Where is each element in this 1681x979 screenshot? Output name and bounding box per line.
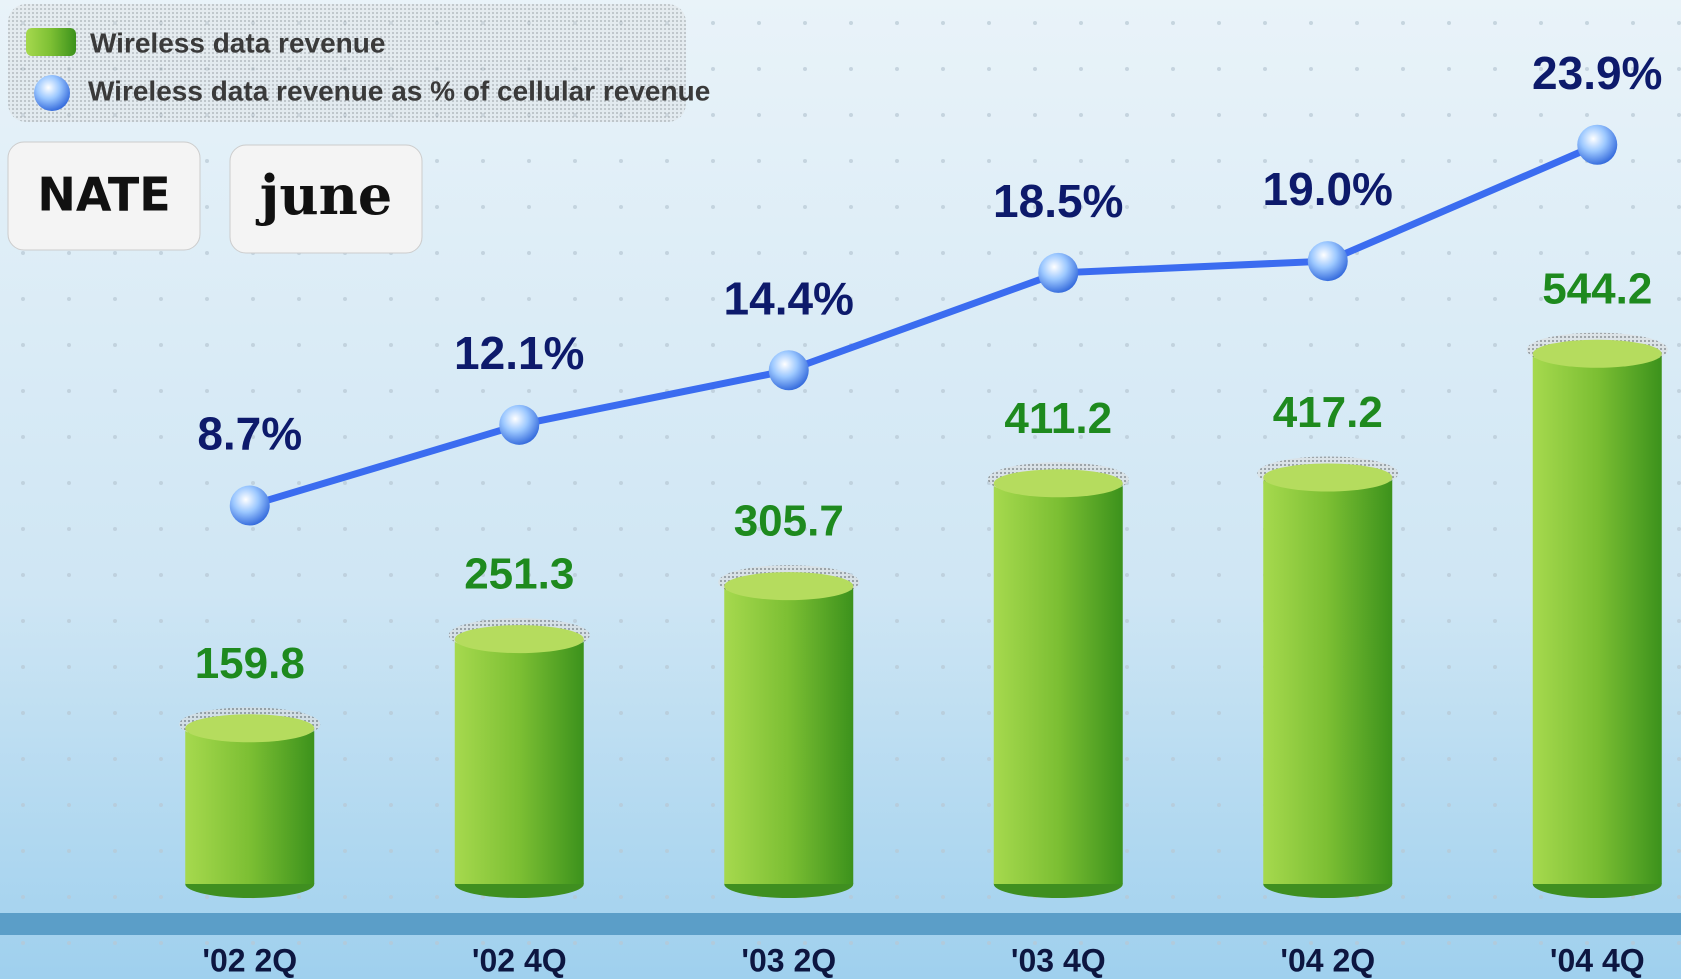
x-tick-label: '03 2Q <box>741 942 836 978</box>
line <box>248 141 1599 509</box>
legend-line-icon <box>34 75 70 111</box>
data-label: 18.5% <box>993 175 1123 227</box>
data-label: 14.4% <box>724 272 854 324</box>
logo: NATE <box>37 168 170 222</box>
bar <box>993 483 1123 884</box>
data-label: 8.7% <box>197 408 302 460</box>
data-label: 417.2 <box>1273 388 1383 437</box>
x-tick-label: '04 4Q <box>1550 942 1645 978</box>
logo-box <box>7 141 201 251</box>
data-label: 305.7 <box>734 497 844 546</box>
data-label: 12.1% <box>454 327 584 379</box>
line-point <box>1577 124 1618 165</box>
bar-top <box>1532 339 1662 368</box>
bar-top <box>724 572 854 601</box>
legend-label: Wireless data revenue <box>90 27 385 58</box>
x-tick-label: '02 4Q <box>472 942 567 978</box>
legend-bar-icon <box>26 28 76 56</box>
x-tick-label: '02 2Q <box>202 942 297 978</box>
line-point <box>229 485 270 526</box>
bar <box>1532 353 1662 884</box>
bar <box>454 639 584 884</box>
logo-box <box>229 144 423 254</box>
x-tick-label: '03 4Q <box>1011 942 1106 978</box>
data-label: 544.2 <box>1542 264 1652 313</box>
data-label: 23.9% <box>1532 47 1662 99</box>
line-point <box>499 404 540 445</box>
axis-band <box>0 913 1681 935</box>
bar-top <box>454 625 584 654</box>
bar-top <box>185 714 315 743</box>
line-point <box>1038 252 1079 293</box>
data-label: 411.2 <box>1004 394 1112 443</box>
x-tick-label: '04 2Q <box>1280 942 1375 978</box>
legend-label: Wireless data revenue as % of cellular r… <box>88 75 710 106</box>
bar <box>185 728 315 884</box>
bar <box>1263 477 1393 884</box>
data-label: 19.0% <box>1263 163 1393 215</box>
bar-top <box>993 469 1123 498</box>
legend-box <box>8 4 686 122</box>
line-point <box>1307 241 1348 282</box>
bar-top <box>1263 463 1393 492</box>
data-label: 251.3 <box>464 550 574 599</box>
line-point <box>768 350 809 391</box>
data-label: 159.8 <box>195 639 305 688</box>
bar <box>724 586 854 884</box>
logo: june <box>255 163 392 227</box>
